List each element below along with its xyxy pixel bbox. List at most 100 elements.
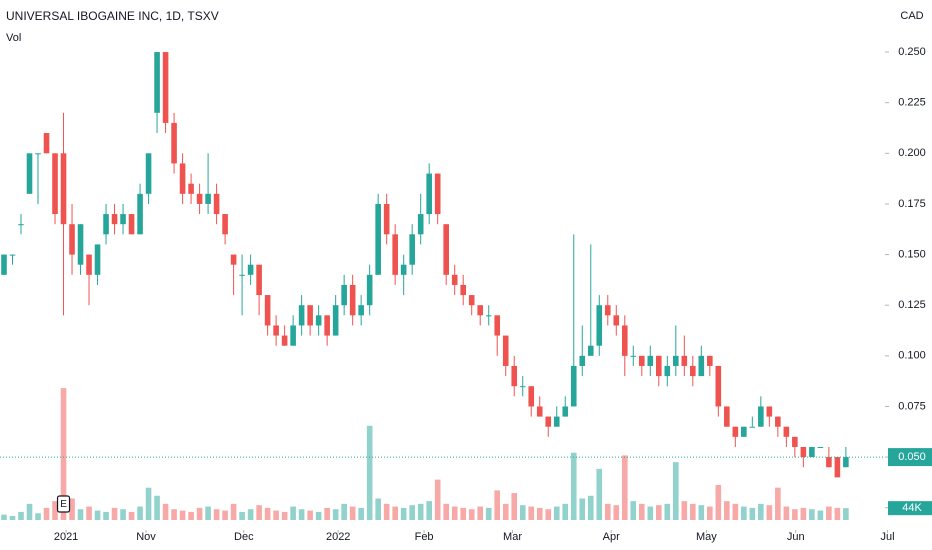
candle-body — [1, 254, 7, 275]
candle-body — [460, 284, 467, 296]
candle-body — [673, 355, 679, 366]
volume-bar — [596, 468, 603, 520]
volume-bar — [103, 511, 109, 520]
candle-body — [315, 315, 322, 326]
volume-bar — [630, 501, 637, 520]
candle-body — [485, 315, 492, 317]
candle-body — [587, 345, 594, 356]
candle-body — [400, 264, 407, 275]
volume-bar — [196, 507, 203, 520]
candle-body — [758, 406, 764, 427]
x-tick-label: Jul — [881, 531, 895, 543]
volume-bar — [775, 487, 781, 520]
volume-bar — [400, 507, 407, 520]
candle-body — [707, 355, 713, 366]
volume-bar — [69, 498, 75, 520]
volume-bar — [502, 503, 509, 520]
volume-bar — [281, 511, 288, 520]
volume-bar — [511, 493, 518, 520]
candle-body — [511, 365, 518, 387]
volume-bar — [528, 506, 535, 520]
volume-bar — [239, 511, 245, 520]
candle-body — [647, 355, 654, 366]
candle-body — [264, 295, 271, 326]
candle-body — [724, 406, 730, 427]
candle-body — [434, 173, 441, 215]
candle-body — [239, 274, 245, 276]
volume-bar — [749, 507, 756, 520]
y-tick-label: 0.150 — [898, 248, 926, 260]
volume-bar — [519, 505, 526, 520]
volume-bar — [707, 506, 713, 520]
candle-body — [553, 416, 560, 427]
volume-bar — [230, 503, 237, 520]
candle-body — [749, 426, 756, 428]
candle-body — [409, 234, 415, 265]
candle-body — [358, 305, 364, 316]
volume-bar — [690, 503, 696, 520]
candle-body — [26, 153, 33, 194]
chart-title: UNIVERSAL IBOGAINE INC, 1D, TSXV — [6, 9, 219, 23]
candle-body — [281, 335, 288, 346]
candle-body — [256, 264, 262, 296]
volume-bar — [315, 511, 322, 520]
y-tick-label: 0.250 — [898, 46, 926, 58]
candle-body — [188, 183, 194, 194]
candle-body — [162, 52, 169, 123]
volume-bar — [111, 507, 118, 520]
candle-body — [519, 386, 526, 388]
volume-bar — [179, 510, 186, 520]
volume-bar — [273, 510, 279, 520]
volume-bar — [60, 388, 67, 520]
volume-bar — [621, 455, 628, 520]
candle-body — [171, 122, 177, 164]
volume-bar — [741, 506, 747, 520]
candle-body — [383, 203, 390, 235]
volume-bar — [332, 509, 339, 520]
volume-bar — [205, 506, 211, 520]
volume-bar — [638, 503, 645, 520]
volume-bar — [681, 501, 688, 520]
volume-bar — [171, 509, 177, 520]
volume-bar — [426, 501, 432, 520]
volume-bar — [562, 503, 569, 520]
candle-body — [298, 305, 305, 326]
volume-bar — [434, 479, 441, 520]
volume-bar — [664, 503, 671, 520]
volume-bar — [494, 490, 501, 520]
volume-bar — [43, 507, 50, 520]
x-tick-label: Apr — [603, 531, 620, 543]
candle-body — [77, 224, 84, 265]
candle-body — [103, 214, 109, 235]
candle-body — [35, 153, 41, 155]
candle-body — [792, 436, 798, 447]
candle-body — [9, 254, 16, 256]
volume-bar — [213, 509, 220, 520]
volume-bar — [86, 506, 92, 520]
candle-body — [690, 365, 696, 377]
x-tick-label: 2022 — [326, 531, 350, 543]
volume-bar — [724, 501, 730, 520]
volume-bar — [485, 507, 492, 520]
candle-body — [477, 305, 484, 316]
volume-bar — [18, 511, 24, 520]
candle-body — [817, 446, 824, 448]
candle-body — [621, 325, 628, 356]
volume-bar — [307, 510, 313, 520]
candle-body — [324, 315, 330, 336]
volume-layer — [1, 388, 849, 520]
candle-body — [111, 214, 118, 225]
candle-body — [349, 284, 356, 316]
volume-bar — [409, 505, 415, 520]
x-tick-label: Mar — [503, 531, 522, 543]
candle-body — [43, 133, 50, 154]
candle-body — [443, 224, 449, 275]
candle-body — [545, 416, 552, 427]
candle-body — [273, 325, 279, 336]
candle-body — [417, 214, 424, 235]
candle-body — [145, 153, 152, 194]
volume-bar — [477, 506, 484, 520]
volume-bar — [188, 511, 194, 520]
candle-body — [341, 284, 347, 306]
